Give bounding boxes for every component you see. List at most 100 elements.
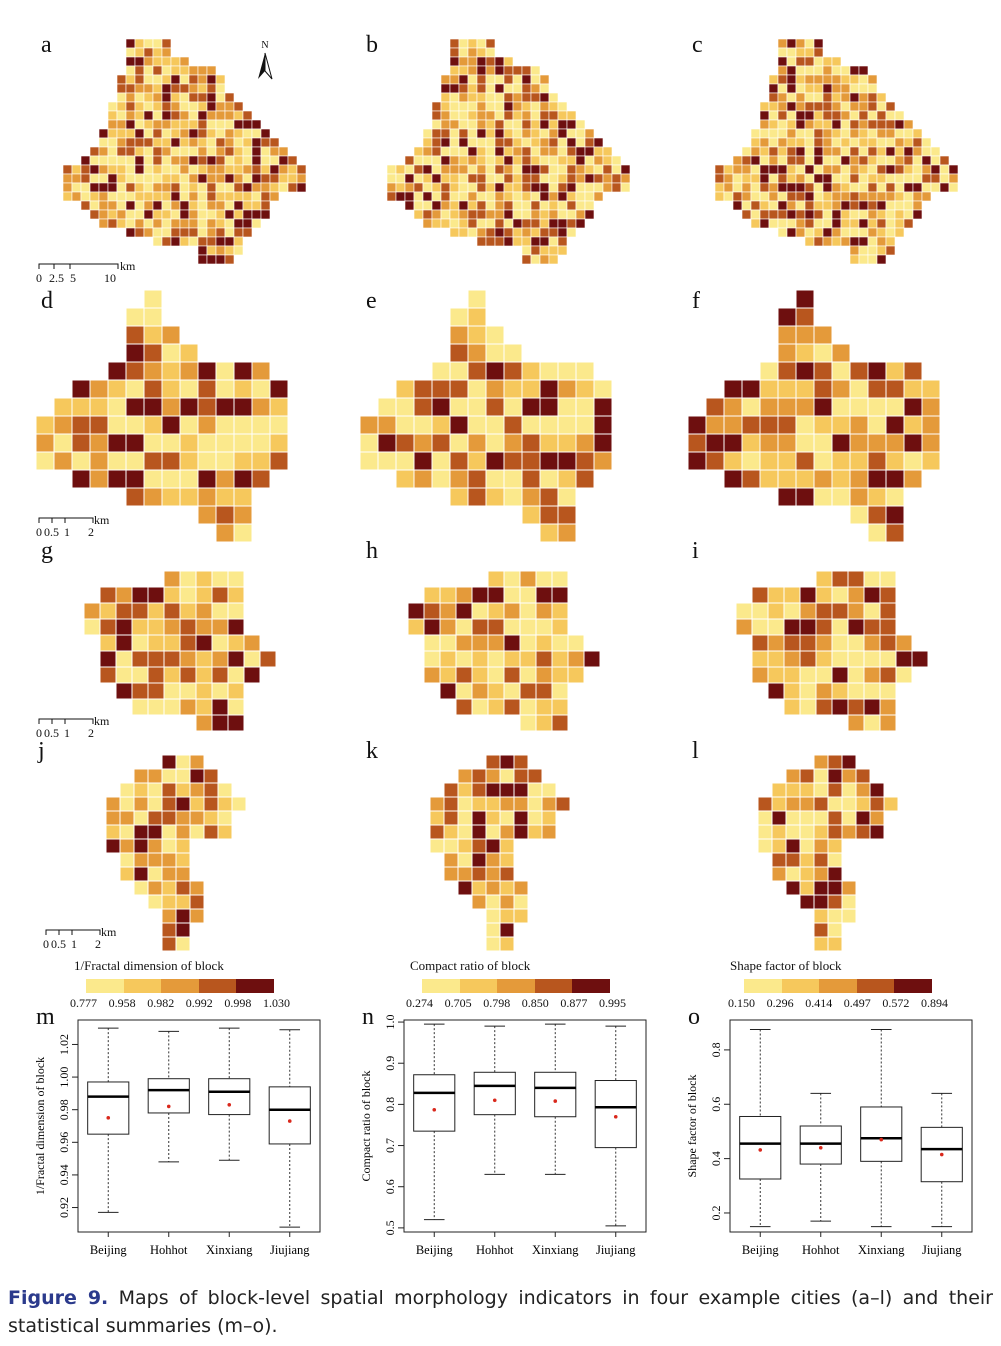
map-block xyxy=(530,173,541,184)
map-block xyxy=(161,92,172,103)
map-block xyxy=(799,894,815,910)
map-block xyxy=(119,838,135,854)
map-block xyxy=(921,146,932,157)
map-block xyxy=(471,698,489,716)
map-block xyxy=(449,191,460,202)
map-block xyxy=(519,666,537,684)
map-block xyxy=(467,65,478,76)
map-block xyxy=(804,128,815,139)
map-block xyxy=(206,245,217,256)
map-block xyxy=(535,650,553,668)
map-block xyxy=(512,74,523,85)
map-block xyxy=(858,236,869,247)
map-block xyxy=(885,119,896,130)
map-block xyxy=(143,487,163,507)
map-block xyxy=(170,146,181,157)
map-block xyxy=(912,164,923,175)
map-block xyxy=(143,47,154,58)
legend-tick: 0.572 xyxy=(882,996,910,1010)
map-block xyxy=(116,128,127,139)
map-block xyxy=(813,379,833,399)
map-block xyxy=(869,810,885,826)
map-block xyxy=(133,782,149,798)
map-block xyxy=(575,191,586,202)
map-block xyxy=(134,101,145,112)
map-block xyxy=(539,164,550,175)
map-block xyxy=(143,343,163,363)
map-block xyxy=(519,602,537,620)
map-block xyxy=(513,755,529,770)
legend-swatch xyxy=(572,979,610,993)
map-block xyxy=(429,796,445,812)
map-block xyxy=(785,866,801,882)
map-block xyxy=(503,209,514,220)
map-block xyxy=(476,47,487,58)
map-block xyxy=(423,634,441,652)
map-block xyxy=(795,307,815,327)
map-block xyxy=(858,218,869,229)
map-block xyxy=(147,768,163,784)
map-block xyxy=(750,164,761,175)
map-block xyxy=(584,182,595,193)
map-block xyxy=(494,101,505,112)
y-tick-label: 0.8 xyxy=(383,1097,397,1112)
map-xinxiang-shape xyxy=(735,570,929,732)
map-block xyxy=(867,487,887,507)
map-block xyxy=(449,361,469,381)
map-block xyxy=(566,119,577,130)
map-block xyxy=(440,209,451,220)
map-block xyxy=(189,782,205,798)
map-block xyxy=(584,155,595,166)
map-block xyxy=(161,824,177,840)
map-block xyxy=(813,397,833,417)
map-block xyxy=(732,155,743,166)
map-block xyxy=(116,218,127,229)
map-block xyxy=(741,146,752,157)
map-block xyxy=(134,56,145,67)
map-block xyxy=(799,796,815,812)
map-block xyxy=(530,128,541,139)
map-block xyxy=(179,469,199,489)
map-block xyxy=(539,191,550,202)
map-block xyxy=(170,191,181,202)
plot-frame xyxy=(77,1019,321,1233)
map-block xyxy=(849,200,860,211)
map-block xyxy=(170,173,181,184)
map-block xyxy=(885,182,896,193)
map-block xyxy=(152,47,163,58)
map-block xyxy=(879,634,897,652)
map-block xyxy=(815,618,833,636)
map-block xyxy=(422,155,433,166)
map-block xyxy=(741,415,761,435)
panel-label-i: i xyxy=(692,538,699,564)
map-block xyxy=(269,164,280,175)
map-block xyxy=(566,155,577,166)
map-block xyxy=(813,487,833,507)
map-block xyxy=(503,236,514,247)
map-block xyxy=(233,200,244,211)
map-block xyxy=(813,852,829,868)
map-block xyxy=(575,451,595,471)
map-block xyxy=(831,146,842,157)
map-block xyxy=(795,451,815,471)
map-block xyxy=(557,182,568,193)
map-block xyxy=(485,38,496,49)
map-block xyxy=(768,146,779,157)
map-block xyxy=(107,155,118,166)
map-block xyxy=(131,698,149,716)
map-block xyxy=(894,209,905,220)
map-block xyxy=(395,191,406,202)
map-block xyxy=(799,810,815,826)
map-block xyxy=(161,866,177,882)
map-block xyxy=(847,650,865,668)
map-block xyxy=(548,137,559,148)
legend-tick: 0.150 xyxy=(728,996,755,1010)
map-block xyxy=(759,191,770,202)
map-block xyxy=(804,92,815,103)
map-block xyxy=(575,361,595,381)
map-block xyxy=(217,796,233,812)
map-block xyxy=(485,936,501,952)
map-block xyxy=(467,110,478,121)
map-block xyxy=(813,880,829,896)
map-block xyxy=(795,361,815,381)
